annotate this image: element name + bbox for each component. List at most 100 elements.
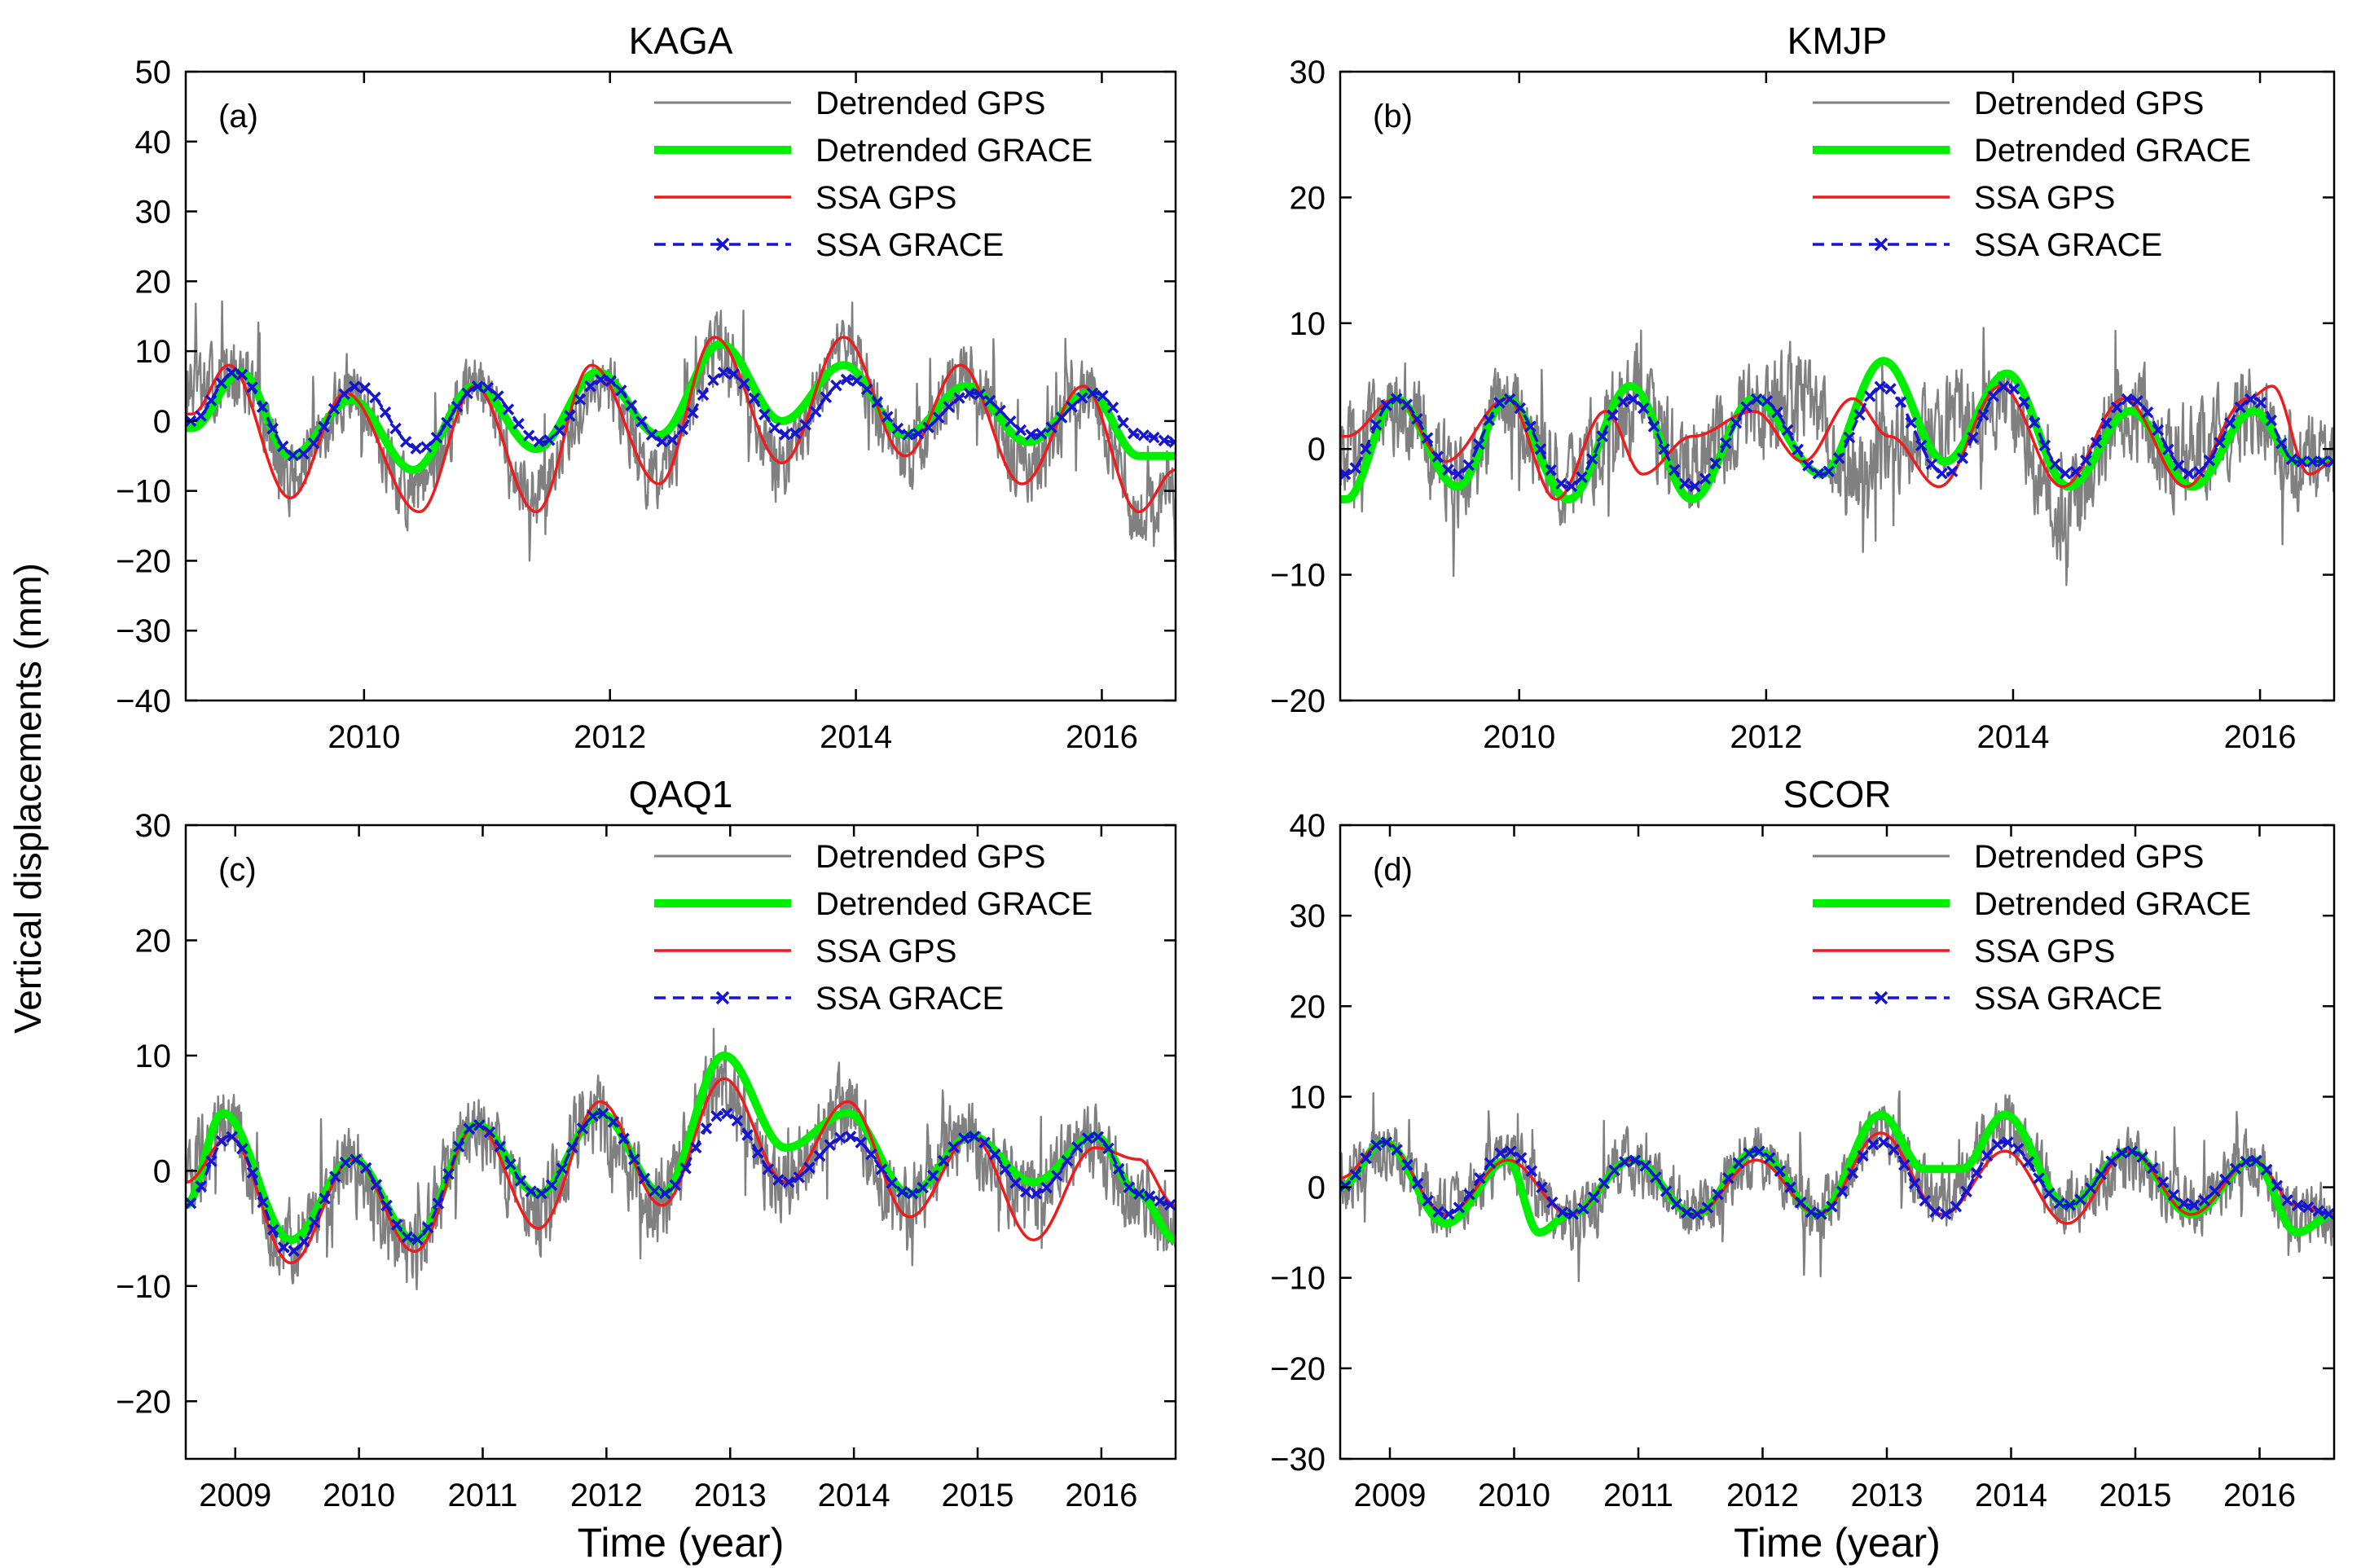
series-ssa-grace-marker	[707, 374, 719, 386]
y-tick-label: 0	[153, 404, 171, 440]
series-ssa-grace-marker	[451, 400, 464, 413]
series-ssa-grace-marker	[1743, 1147, 1755, 1160]
series-ssa-grace-marker	[1556, 1206, 1569, 1219]
legend-ssa-grace-label: SSA GRACE	[1974, 227, 2162, 263]
series-ssa-grace-marker	[1005, 415, 1017, 428]
series-ssa-grace-marker	[947, 1141, 960, 1153]
series-ssa-grace-marker	[267, 1223, 279, 1236]
series-ssa-grace-marker	[2167, 1188, 2180, 1201]
x-tick-label: 2010	[323, 1478, 395, 1513]
series-ssa-grace-marker	[452, 1140, 465, 1153]
x-axis-label: Time (year)	[578, 1520, 785, 1566]
series-ssa-grace-marker	[2121, 393, 2134, 406]
series-ssa-grace-marker	[1981, 1149, 1994, 1162]
series-ssa-grace-marker	[1812, 468, 1825, 480]
series-ssa-grace-marker	[380, 1199, 393, 1212]
series-ssa-grace-marker	[927, 1170, 939, 1182]
series-ssa-grace-marker	[2285, 453, 2298, 465]
series-ssa-grace-marker	[1360, 442, 1372, 455]
series-ssa-grace-marker	[635, 415, 648, 428]
series-ssa-grace-marker	[2007, 383, 2020, 395]
series-ssa-grace-marker	[350, 1153, 362, 1166]
series-ssa-grace-marker	[1158, 434, 1171, 446]
x-axis-label: Time (year)	[1734, 1520, 1941, 1566]
series-ssa-grace-marker	[2323, 1208, 2334, 1220]
series-ssa-grace-marker	[1097, 389, 1109, 402]
series-ssa-grace-marker	[1668, 463, 1681, 477]
series-ssa-grace-marker	[891, 422, 904, 435]
y-tick-label: 40	[1290, 808, 1326, 844]
legend-ssa-grace-marker	[715, 990, 730, 1005]
series-ssa-grace-marker	[1987, 390, 1999, 402]
series-ssa-grace-marker	[2074, 1193, 2086, 1206]
series-ssa-grace-marker	[441, 416, 453, 429]
series-ssa-grace-marker	[1081, 1132, 1094, 1144]
y-tick-label: −10	[1270, 1261, 1326, 1297]
series-ssa-grace-marker	[236, 1142, 248, 1155]
series-ssa-grace-marker	[1991, 1138, 2003, 1151]
series-ssa-grace-marker	[543, 433, 556, 446]
series-ssa-grace-marker	[1681, 1206, 1693, 1219]
series-ssa-grace-marker	[851, 375, 863, 387]
series-ssa-grace-marker	[1349, 462, 1361, 474]
series-ssa-grace-marker	[1154, 1195, 1166, 1207]
series-ssa-grace-marker	[1915, 439, 1928, 452]
x-tick-label: 2014	[1975, 1478, 2047, 1513]
series-ssa-grace-marker	[720, 1107, 733, 1120]
series-ssa-grace-marker	[1650, 1171, 1662, 1184]
series-ssa-grace-marker	[605, 375, 617, 388]
series-ssa-grace-marker	[1936, 468, 1948, 480]
series-ssa-grace-marker	[2327, 455, 2334, 468]
series-ssa-grace-marker	[514, 1175, 527, 1187]
x-tick-label: 2011	[447, 1478, 517, 1513]
x-tick-label: 2014	[818, 1478, 890, 1513]
series-ssa-grace-marker	[319, 1192, 331, 1205]
series-ssa-grace-marker	[494, 1140, 507, 1153]
series-ssa-grace-marker	[1784, 1181, 1796, 1193]
series-ssa-grace-marker	[875, 1163, 888, 1175]
series-ssa-grace-marker	[533, 435, 545, 448]
series-ssa-grace-marker	[1730, 416, 1743, 429]
series-ssa-grace-marker	[679, 1162, 692, 1175]
series-ssa-grace-marker	[1763, 1152, 1776, 1164]
series-ssa-grace-marker	[1781, 424, 1794, 437]
legend-ssa-grace-label: SSA GRACE	[816, 981, 1004, 1017]
series-ssa-grace-line	[186, 1111, 1176, 1254]
series-ssa-grace-marker	[1647, 420, 1660, 433]
series-ssa-grace-marker	[1340, 1179, 1352, 1192]
series-ssa-grace-marker	[1340, 468, 1352, 481]
series-ssa-grace-marker	[432, 1197, 445, 1210]
series-ssa-grace-marker	[587, 1109, 599, 1122]
series-ssa-grace-marker	[358, 382, 372, 394]
series-ssa-grace-marker	[1967, 431, 1979, 444]
series-ssa-grace-marker	[369, 391, 381, 404]
series-ssa-grace-marker	[2229, 1162, 2242, 1175]
series-ssa-grace-marker	[1432, 1206, 1444, 1219]
series-ssa-grace-marker	[1503, 393, 1516, 406]
series-ssa-grace-marker	[1106, 402, 1119, 414]
series-ssa-grace-marker	[1732, 1157, 1745, 1170]
x-tick-label: 2012	[1726, 1478, 1799, 1513]
series-ssa-grace-marker	[2271, 1179, 2284, 1192]
series-ssa-grace-marker	[2223, 417, 2236, 429]
series-ssa-grace-marker	[257, 1196, 269, 1209]
y-tick-label: −10	[116, 1269, 171, 1305]
series-ssa-grace-marker	[820, 391, 833, 404]
series-ssa-grace-marker	[584, 380, 596, 393]
series-ssa-grace-marker	[628, 1153, 640, 1166]
series-ssa-grace-marker	[1133, 1188, 1145, 1200]
series-ssa-grace-marker	[994, 404, 1006, 417]
series-ssa-grace-marker	[1524, 420, 1537, 433]
series-ssa-grace-marker	[2126, 1145, 2139, 1157]
y-tick-label: −30	[116, 613, 171, 649]
y-tick-label: 20	[1290, 989, 1326, 1025]
plot-area	[1340, 1090, 2334, 1283]
series-ssa-grace-marker	[1045, 421, 1057, 433]
x-tick-label: 2010	[328, 719, 400, 755]
series-ssa-grace-marker	[411, 1233, 424, 1245]
legend-ssa-grace-marker	[1874, 990, 1888, 1005]
series-ssa-grace-marker	[2234, 401, 2247, 414]
series-ssa-grace-marker	[1112, 1162, 1125, 1175]
series-ssa-grace-marker	[1442, 1208, 1455, 1220]
